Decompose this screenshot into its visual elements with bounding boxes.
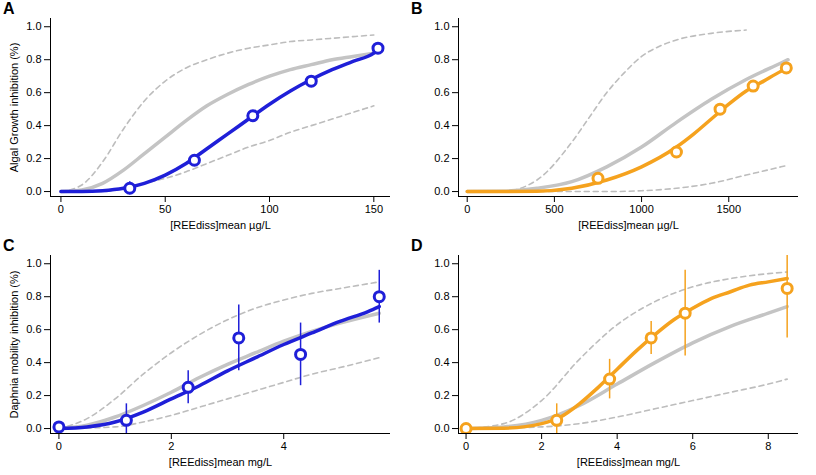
svg-text:0.6: 0.6	[26, 323, 41, 335]
svg-text:0.8: 0.8	[434, 53, 449, 65]
svg-text:[REEdiss]mean µg/L: [REEdiss]mean µg/L	[170, 219, 271, 231]
svg-text:0.0: 0.0	[434, 422, 449, 434]
svg-text:0.2: 0.2	[434, 152, 449, 164]
svg-text:2: 2	[168, 440, 174, 452]
svg-text:0: 0	[58, 203, 64, 215]
svg-text:150: 150	[365, 203, 383, 215]
svg-text:0.0: 0.0	[26, 422, 41, 434]
svg-text:0.4: 0.4	[434, 119, 449, 131]
html-text:A: A	[3, 0, 15, 17]
svg-text:[REEdiss]mean µg/L: [REEdiss]mean µg/L	[578, 219, 679, 231]
svg-text:1.0: 1.0	[434, 20, 449, 32]
svg-text:0.0: 0.0	[26, 185, 41, 197]
svg-text:[REEdiss]mean mg/L: [REEdiss]mean mg/L	[577, 456, 680, 468]
svg-text:0.0: 0.0	[434, 185, 449, 197]
svg-text:1000: 1000	[629, 203, 653, 215]
html-text:B: B	[411, 0, 423, 17]
svg-text:[REEdiss]mean mg/L: [REEdiss]mean mg/L	[169, 456, 272, 468]
svg-text:0.8: 0.8	[434, 290, 449, 302]
svg-text:0.8: 0.8	[26, 290, 41, 302]
svg-text:0.2: 0.2	[434, 389, 449, 401]
svg-text:2: 2	[539, 440, 545, 452]
svg-text:50: 50	[159, 203, 171, 215]
svg-text:500: 500	[545, 203, 563, 215]
svg-text:0: 0	[56, 440, 62, 452]
svg-text:0: 0	[464, 203, 470, 215]
svg-text:0.6: 0.6	[434, 86, 449, 98]
svg-text:6: 6	[690, 440, 696, 452]
svg-text:1500: 1500	[717, 203, 741, 215]
svg-text:0.2: 0.2	[26, 389, 41, 401]
svg-text:0.4: 0.4	[26, 119, 41, 131]
svg-text:0.6: 0.6	[434, 323, 449, 335]
svg-text:0: 0	[463, 440, 469, 452]
svg-text:0.2: 0.2	[26, 152, 41, 164]
svg-text:0.8: 0.8	[26, 53, 41, 65]
svg-text:0.4: 0.4	[26, 356, 41, 368]
svg-text:4: 4	[614, 440, 620, 452]
html-text:D: D	[411, 237, 423, 254]
svg-text:8: 8	[765, 440, 771, 452]
svg-text:4: 4	[281, 440, 287, 452]
html-text:C: C	[3, 237, 15, 254]
svg-text:1.0: 1.0	[26, 20, 41, 32]
svg-text:Daphnia mobility inhibition (%: Daphnia mobility inhibition (%)	[8, 271, 20, 419]
svg-text:100: 100	[260, 203, 278, 215]
svg-text:0.6: 0.6	[26, 86, 41, 98]
svg-text:1.0: 1.0	[434, 257, 449, 269]
svg-text:Algal Growth inhibition (%): Algal Growth inhibition (%)	[8, 43, 20, 173]
svg-text:1.0: 1.0	[26, 257, 41, 269]
svg-text:0.4: 0.4	[434, 356, 449, 368]
